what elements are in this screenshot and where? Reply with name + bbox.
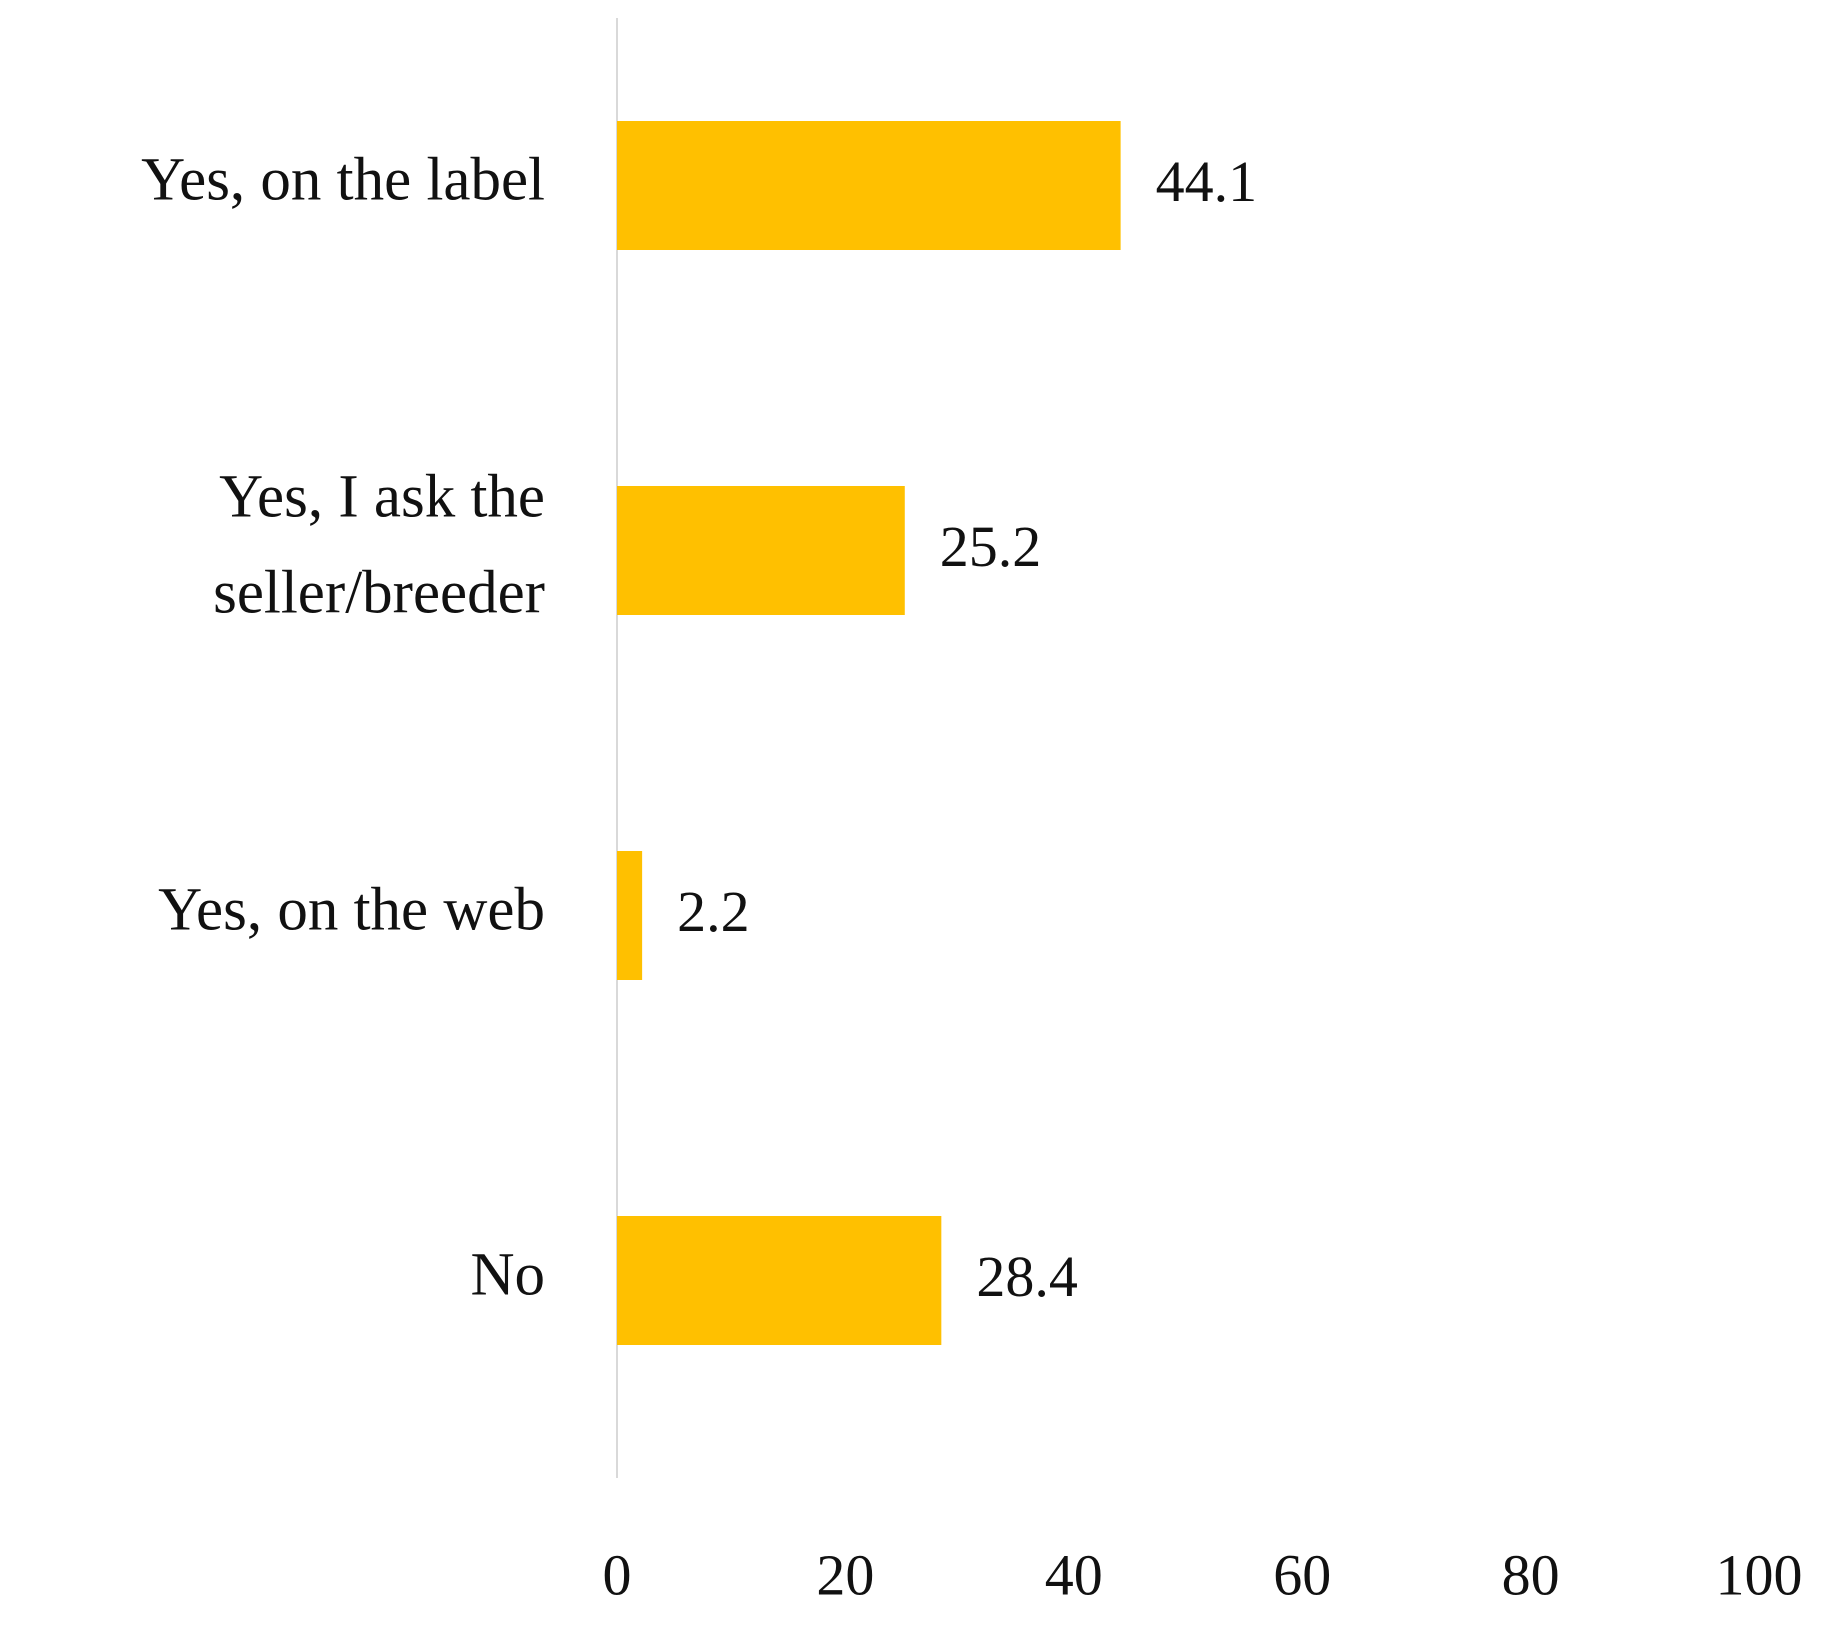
data-label: 28.4 [976,1244,1078,1309]
bar [617,486,905,615]
y-tick-label: Yes, on the web [158,877,545,944]
data-label: 25.2 [940,514,1041,579]
x-tick-label: 20 [816,1542,874,1607]
data-label: 2.2 [677,879,750,944]
y-tick-label: Yes, on the label [141,147,545,214]
y-tick-label: No [470,1242,545,1309]
x-tick-label: 80 [1502,1542,1560,1607]
bar [617,851,643,980]
x-tick-label: 0 [603,1542,632,1607]
x-tick-label: 100 [1716,1542,1803,1607]
x-tick-label: 40 [1045,1542,1103,1607]
y-tick-label: Yes, I ask the seller/breeder [213,464,545,627]
bar [617,1216,942,1345]
x-tick-label: 60 [1273,1542,1331,1607]
data-label: 44.1 [1156,149,1258,214]
bar [617,121,1121,250]
